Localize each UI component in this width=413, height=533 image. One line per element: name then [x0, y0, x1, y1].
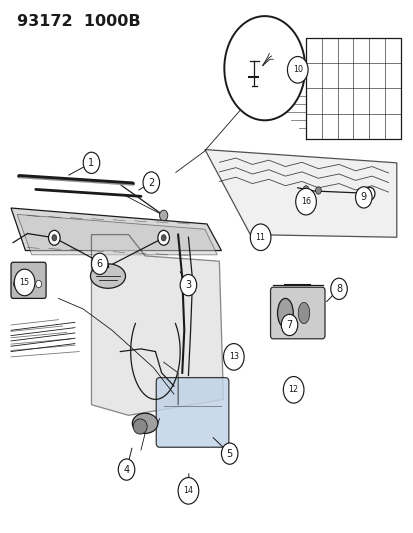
Text: 7: 7	[286, 320, 292, 330]
FancyBboxPatch shape	[270, 287, 324, 339]
Circle shape	[14, 269, 35, 296]
Text: 11: 11	[255, 233, 265, 242]
Circle shape	[280, 314, 297, 336]
Circle shape	[287, 56, 307, 83]
Text: 16: 16	[300, 197, 310, 206]
Circle shape	[180, 274, 196, 296]
Circle shape	[295, 188, 316, 215]
Text: 8: 8	[335, 284, 341, 294]
Circle shape	[224, 16, 304, 120]
Ellipse shape	[297, 302, 309, 324]
Circle shape	[36, 280, 41, 288]
Circle shape	[302, 185, 308, 193]
Text: 9: 9	[360, 192, 366, 203]
Polygon shape	[204, 150, 396, 237]
Circle shape	[159, 210, 167, 221]
Text: 1: 1	[88, 158, 94, 168]
Circle shape	[52, 235, 57, 241]
Circle shape	[282, 376, 303, 403]
Circle shape	[364, 187, 374, 200]
Circle shape	[330, 278, 347, 300]
Text: 6: 6	[96, 259, 102, 269]
Text: 15: 15	[19, 278, 30, 287]
Circle shape	[48, 230, 60, 245]
Text: 12: 12	[288, 385, 298, 394]
Ellipse shape	[133, 419, 147, 434]
Circle shape	[223, 344, 244, 370]
Text: 5: 5	[226, 449, 232, 458]
Ellipse shape	[132, 413, 157, 433]
Polygon shape	[17, 214, 217, 255]
Text: 2: 2	[148, 177, 154, 188]
Text: 14: 14	[183, 486, 193, 495]
Circle shape	[250, 224, 270, 251]
Polygon shape	[11, 208, 221, 251]
Circle shape	[315, 187, 320, 194]
Text: 3: 3	[185, 280, 191, 290]
FancyBboxPatch shape	[11, 262, 46, 298]
Circle shape	[14, 280, 19, 288]
Circle shape	[355, 187, 371, 208]
Circle shape	[143, 172, 159, 193]
Ellipse shape	[90, 264, 125, 288]
Ellipse shape	[277, 298, 292, 328]
Circle shape	[157, 230, 169, 245]
Text: 13: 13	[228, 352, 238, 361]
Circle shape	[118, 459, 135, 480]
Circle shape	[83, 152, 100, 173]
Polygon shape	[91, 235, 223, 415]
Text: 4: 4	[123, 465, 129, 474]
Circle shape	[161, 235, 166, 241]
Circle shape	[221, 443, 237, 464]
Circle shape	[91, 253, 108, 274]
Circle shape	[178, 478, 198, 504]
Text: 10: 10	[292, 66, 302, 74]
Text: 93172  1000B: 93172 1000B	[17, 14, 140, 29]
FancyBboxPatch shape	[156, 377, 228, 447]
